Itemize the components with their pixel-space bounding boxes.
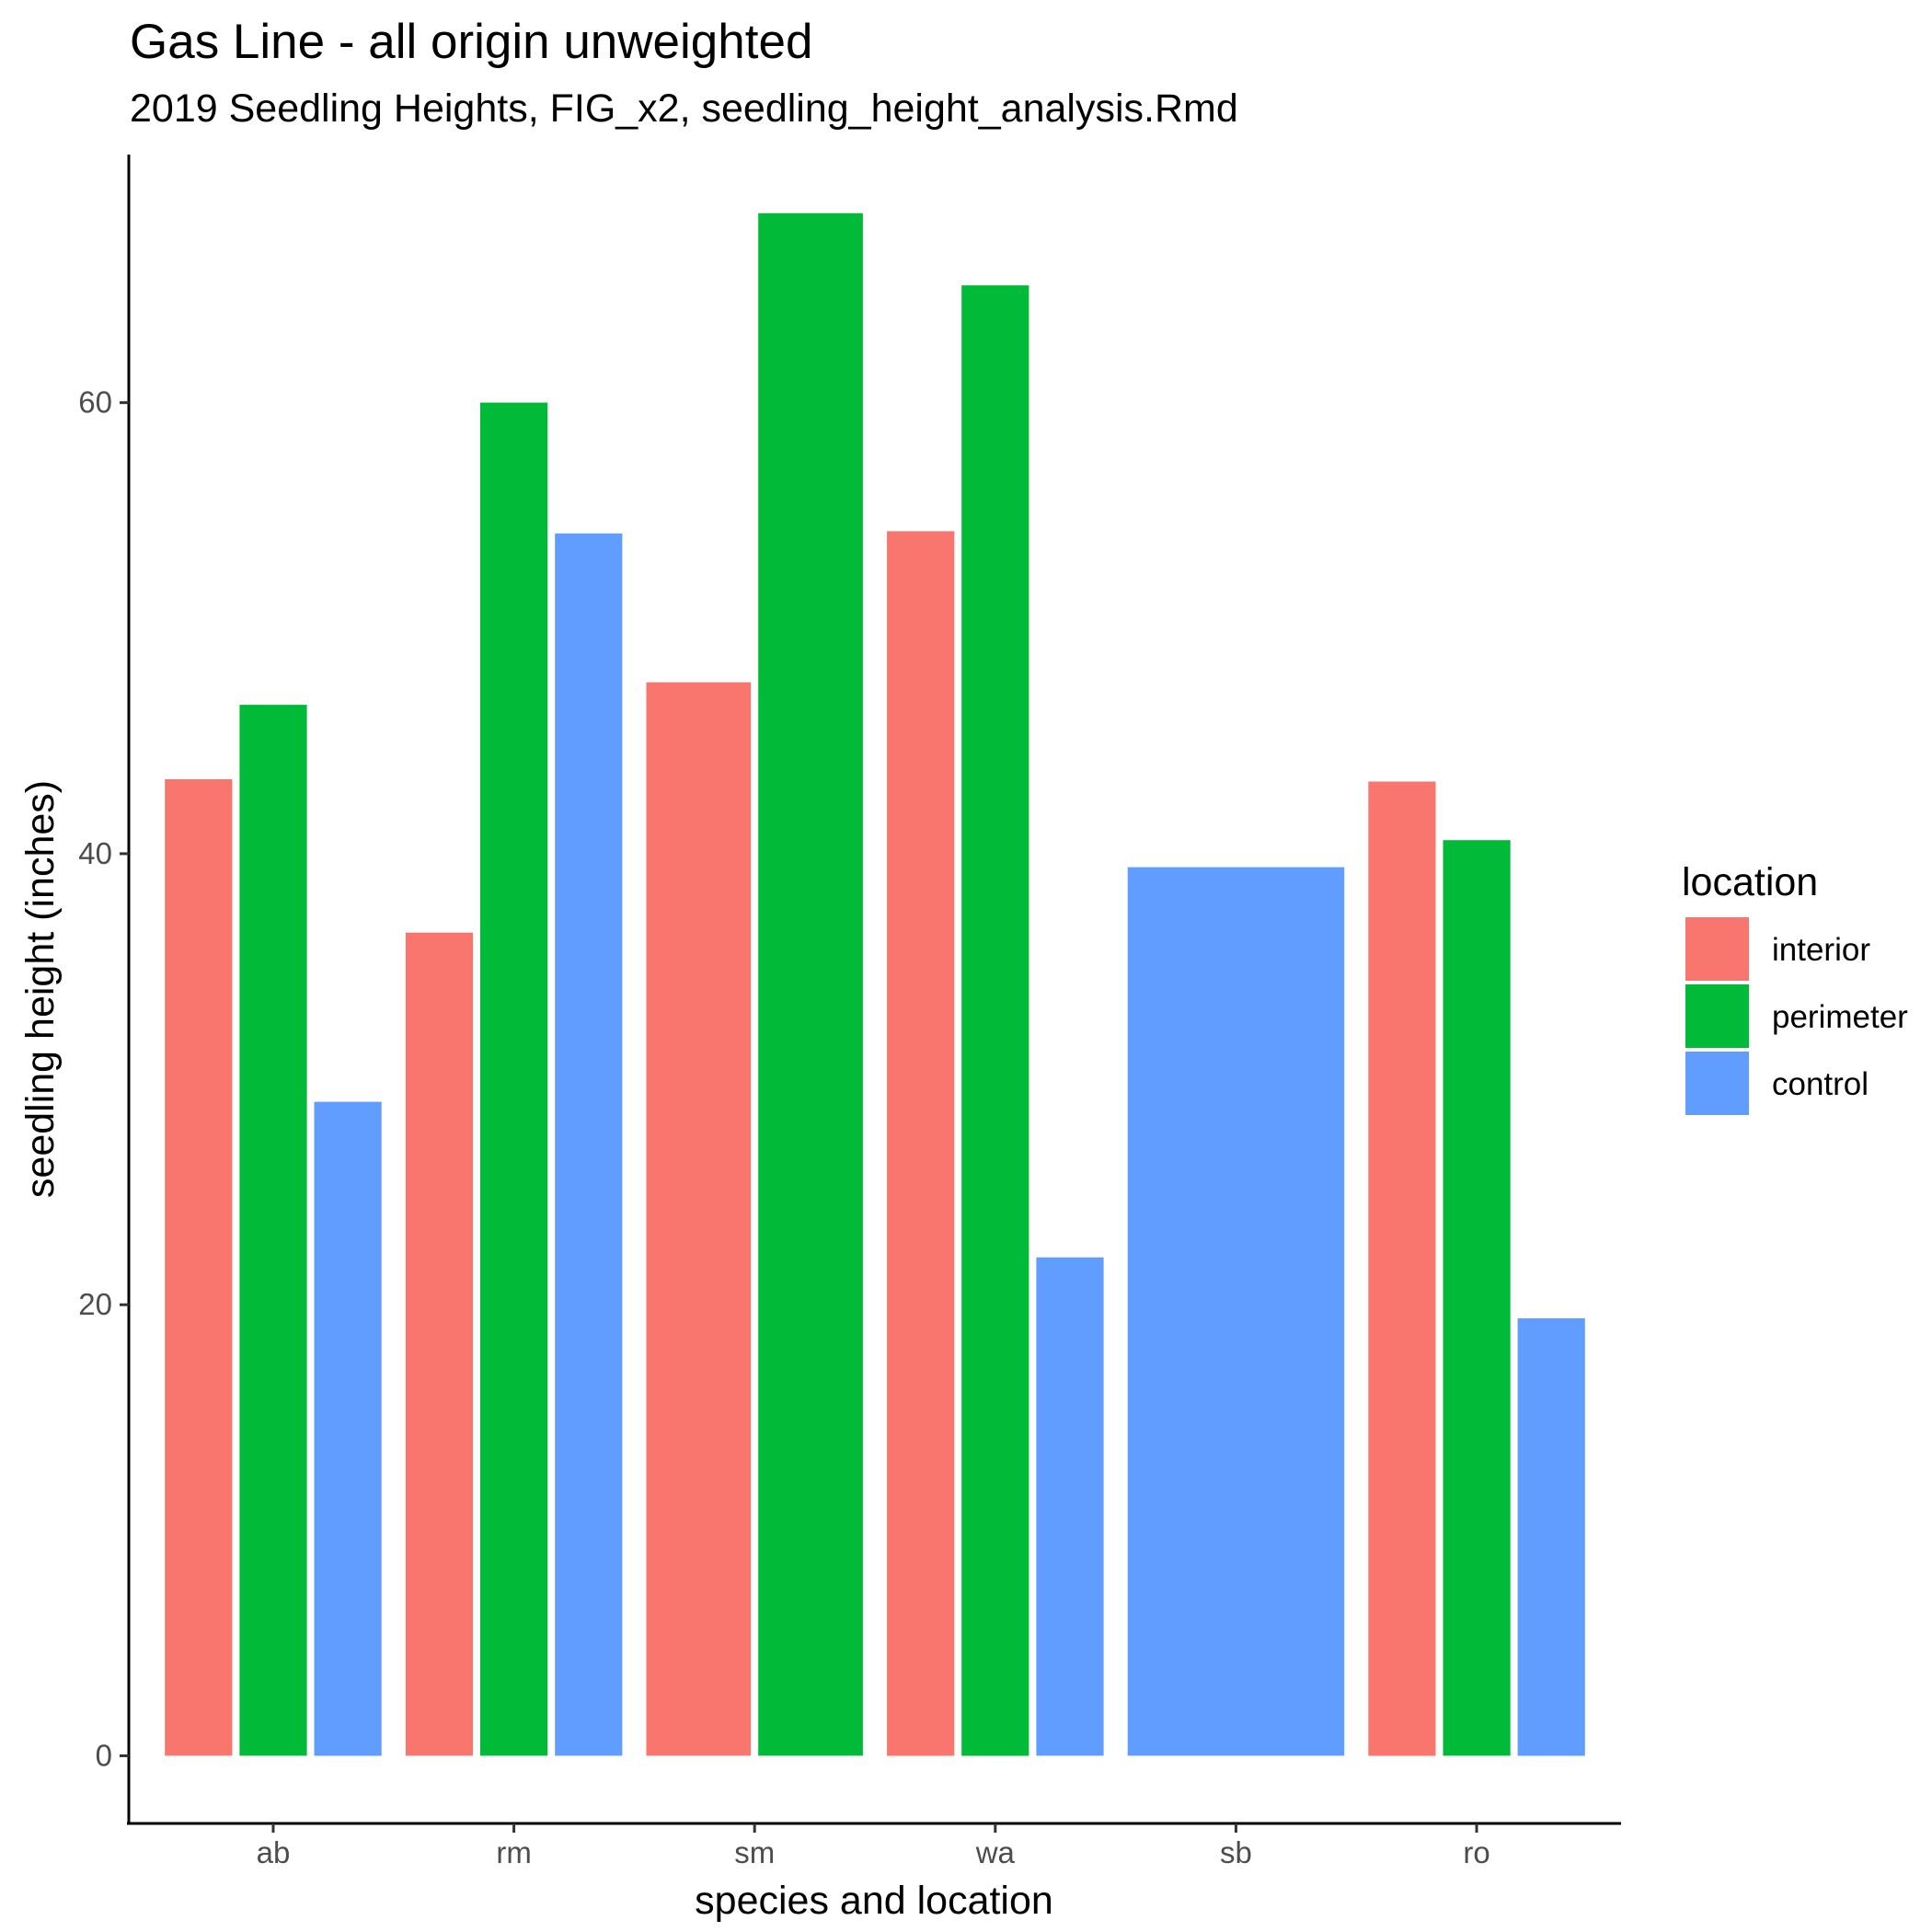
legend-key-interior <box>1685 917 1749 981</box>
chart-subtitle: 2019 Seedling Heights, FIG_x2, seedling_… <box>130 86 1238 131</box>
y-tick-label: 20 <box>78 1287 112 1321</box>
legend: location interior perimeter control <box>1682 860 1908 1115</box>
x-axis-ticks: ab rm sm wa sb ro <box>257 1823 1490 1869</box>
x-tick-label: rm <box>496 1835 531 1869</box>
bar-ro-perimeter <box>1443 840 1511 1756</box>
bar-sm-interior <box>646 682 752 1756</box>
bar-wa-perimeter <box>961 285 1029 1756</box>
bar-rm-perimeter <box>480 402 548 1756</box>
bar-ab-perimeter <box>239 705 307 1756</box>
bars-group <box>165 213 1585 1756</box>
y-axis-title: seedling height (inches) <box>18 780 63 1198</box>
bar-ab-interior <box>165 779 233 1756</box>
legend-title: location <box>1682 860 1818 904</box>
bar-sb-control <box>1127 867 1345 1756</box>
chart-title: Gas Line - all origin unweighted <box>130 15 812 69</box>
y-tick-label: 0 <box>96 1738 112 1772</box>
y-axis-ticks: 0 20 40 60 <box>78 385 129 1772</box>
plot-area: 0 20 40 60 ab rm sm wa sb ro <box>78 155 1621 1869</box>
bar-wa-control <box>1036 1257 1104 1756</box>
legend-label-perimeter: perimeter <box>1772 999 1908 1035</box>
x-tick-label: wa <box>975 1835 1016 1869</box>
legend-items: interior perimeter control <box>1685 917 1908 1115</box>
legend-label-control: control <box>1772 1066 1869 1102</box>
x-tick-label: ab <box>257 1835 291 1869</box>
legend-key-perimeter <box>1685 984 1749 1048</box>
y-tick-label: 60 <box>78 385 112 420</box>
bar-ab-control <box>314 1101 382 1756</box>
bar-wa-interior <box>887 531 955 1756</box>
bar-ro-interior <box>1368 781 1436 1756</box>
legend-key-control <box>1685 1052 1749 1115</box>
x-tick-label: ro <box>1463 1835 1489 1869</box>
bar-ro-control <box>1517 1317 1585 1756</box>
legend-label-interior: interior <box>1772 932 1870 968</box>
x-tick-label: sm <box>734 1835 775 1869</box>
y-tick-label: 40 <box>78 836 112 870</box>
bar-rm-control <box>555 533 623 1756</box>
bar-rm-interior <box>405 932 474 1756</box>
x-tick-label: sb <box>1220 1835 1252 1869</box>
x-axis-title: species and location <box>695 1879 1053 1923</box>
bar-sm-perimeter <box>758 213 863 1756</box>
